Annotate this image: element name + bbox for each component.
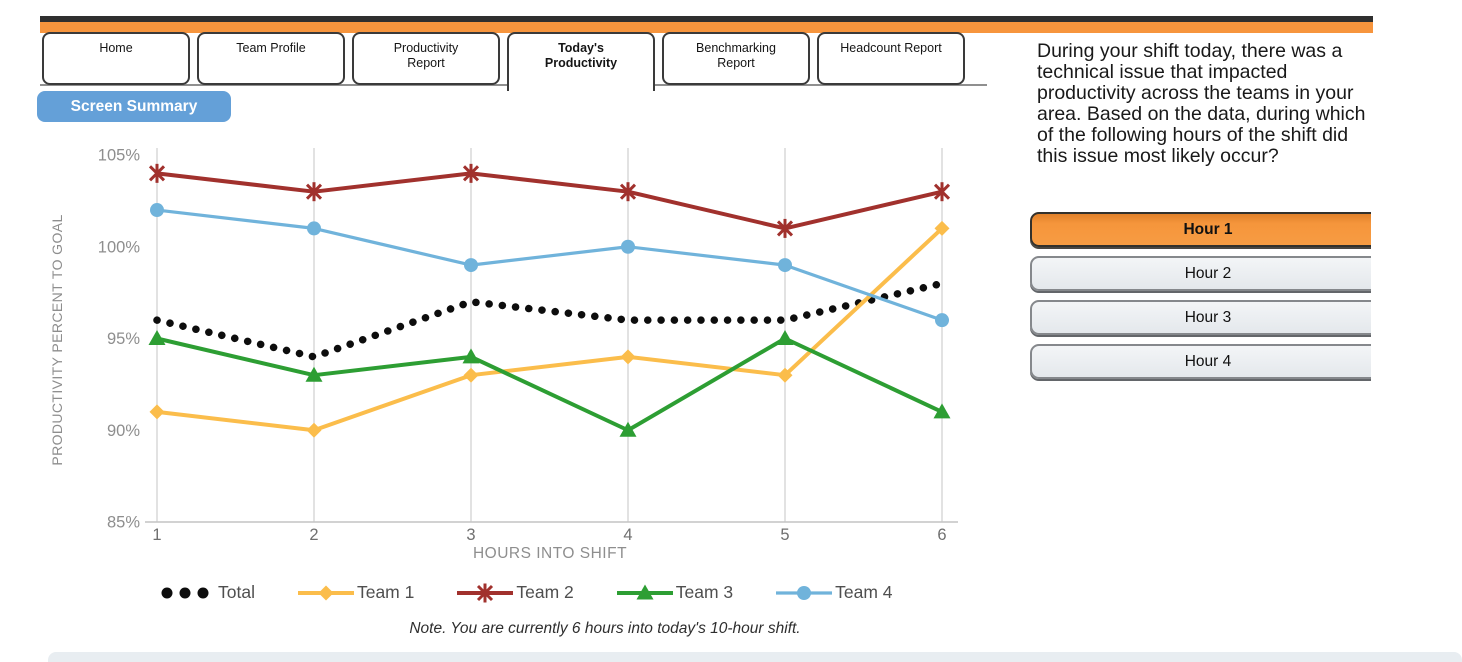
tab-team-profile[interactable]: Team Profile: [197, 32, 345, 85]
legend-item-team-4: Team 4: [775, 582, 893, 603]
legend-marker-asterisk-icon: [457, 583, 514, 602]
y-tick-label: 85%: [107, 514, 140, 532]
series-team-1: [149, 220, 950, 438]
legend-marker-circle-icon: [776, 585, 833, 600]
tab-benchmarking-report[interactable]: Benchmarking Report: [662, 32, 810, 85]
productivity-line-chart: 85% 90% 95% 100% 105% 1 2 3 4 5 6 HOURS INTO SHIFT P…: [49, 147, 958, 562]
legend-label: Team 3: [675, 582, 734, 602]
legend-item-team-1: Team 1: [297, 582, 414, 603]
legend-label: Team 1: [356, 582, 415, 602]
x-tick-label: 1: [152, 526, 161, 544]
x-tick-label: 2: [309, 526, 318, 544]
y-tick-label: 95%: [107, 330, 140, 348]
series-team-2: [148, 163, 951, 238]
series-team-4: [150, 203, 949, 328]
tab-headcount-report[interactable]: Headcount Report: [817, 32, 965, 85]
top-dark-bar: [40, 16, 1373, 22]
screen-summary-button[interactable]: Screen Summary: [37, 91, 231, 122]
legend-marker-diamond-icon: [297, 585, 354, 600]
chart-legend: Total Team 1 Team 2 Team 3 Team 4: [158, 582, 893, 603]
option-hour-2[interactable]: Hour 2: [1030, 256, 1371, 291]
series-team-3: [148, 330, 951, 437]
tab-today-s-productivity[interactable]: Today's Productivity: [507, 32, 655, 91]
tab-productivity-report[interactable]: Productivity Report: [352, 32, 500, 85]
y-axis-title: PRODUCTIVITY PERCENT TO GOAL: [49, 214, 65, 465]
x-tick-label: 3: [466, 526, 475, 544]
option-hour-1[interactable]: Hour 1: [1030, 212, 1371, 247]
top-orange-accent-bar: [40, 22, 1373, 33]
series-total: [153, 279, 946, 361]
x-axis-title: HOURS INTO SHIFT: [473, 545, 627, 562]
legend-item-team-3: Team 3: [616, 582, 733, 603]
legend-marker-triangle-icon: [616, 584, 673, 599]
y-tick-label: 90%: [107, 422, 140, 440]
answer-options: Hour 1 Hour 2 Hour 3 Hour 4: [1030, 212, 1371, 392]
legend-item-total: Total: [158, 582, 255, 603]
x-tick-label: 4: [623, 526, 632, 544]
option-hour-3[interactable]: Hour 3: [1030, 300, 1371, 335]
legend-label: Team 4: [835, 582, 893, 602]
x-tick-label: 5: [780, 526, 789, 544]
legend-label: Team 2: [516, 582, 574, 602]
bottom-panel-edge: [48, 652, 1462, 662]
legend-marker-dot-icon: [161, 587, 209, 598]
question-text: During your shift today, there was a tec…: [1037, 40, 1366, 167]
x-tick-label: 6: [937, 526, 946, 544]
chart-note: Note. You are currently 6 hours into tod…: [409, 620, 801, 637]
tabstrip: Home Team Profile Productivity Report Today…: [42, 32, 972, 91]
legend-item-team-2: Team 2: [456, 582, 574, 603]
y-tick-label: 100%: [98, 238, 141, 256]
option-hour-4[interactable]: Hour 4: [1030, 344, 1371, 379]
y-tick-label: 105%: [98, 147, 141, 165]
legend-label: Total: [218, 582, 255, 602]
tab-home[interactable]: Home: [42, 32, 190, 85]
